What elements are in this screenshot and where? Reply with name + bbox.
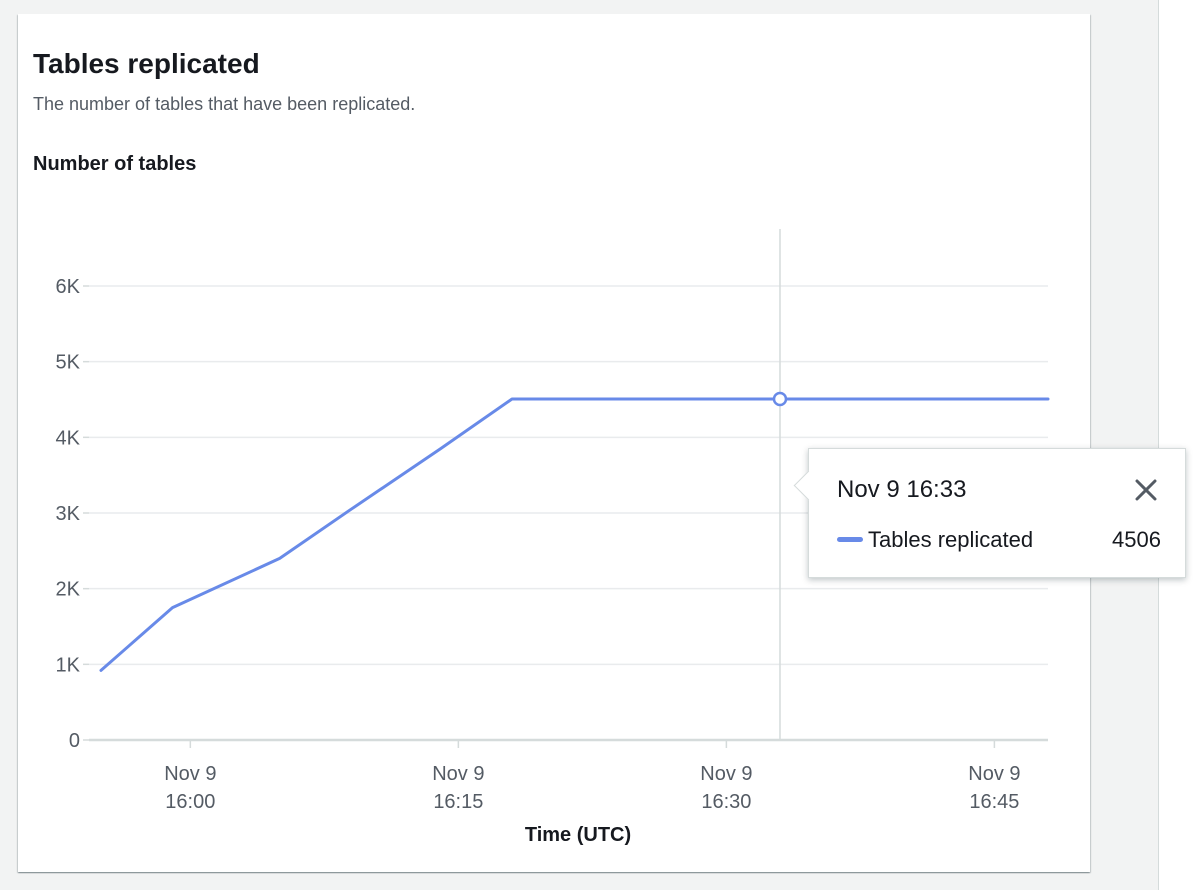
tooltip-title: Nov 9 16:33 xyxy=(837,476,967,503)
y-tick-label: 5K xyxy=(56,352,81,374)
y-tick-label: 6K xyxy=(56,276,81,298)
x-tick-label: Nov 9 xyxy=(164,763,216,785)
metric-card xyxy=(18,14,1090,872)
series-swatch xyxy=(837,537,863,542)
side-panel xyxy=(1158,0,1200,890)
y-tick-label: 2K xyxy=(56,579,81,601)
y-tick-label: 0 xyxy=(69,730,80,752)
x-tick-label: 16:45 xyxy=(969,791,1019,813)
card-title: Tables replicated xyxy=(33,48,260,79)
data-point-tooltip: Nov 9 16:33 Tables replicated 4506 xyxy=(793,448,1186,578)
series-layer xyxy=(99,391,1050,672)
y-tick-label: 4K xyxy=(56,427,81,449)
x-tick-label: Nov 9 xyxy=(968,763,1020,785)
tooltip-series-row: Tables replicated 4506 xyxy=(837,525,1161,555)
x-tick-label: 16:15 xyxy=(433,791,483,813)
x-axis-title: Time (UTC) xyxy=(525,824,631,846)
y-tick-label: 3K xyxy=(56,503,81,525)
x-tick-label: Nov 9 xyxy=(700,763,752,785)
close-icon[interactable] xyxy=(1129,473,1163,507)
tooltip-value: 4506 xyxy=(1112,527,1161,552)
card-description: The number of tables that have been repl… xyxy=(33,94,416,114)
series-line xyxy=(99,397,1050,672)
y-tick-label: 1K xyxy=(56,654,81,676)
highlight-point xyxy=(772,391,788,407)
x-tick-label: Nov 9 xyxy=(432,763,484,785)
y-axis-ticks: 0 1K 2K 3K 4K 5K 6K xyxy=(56,276,89,752)
grid-lines xyxy=(89,229,1048,742)
x-axis-ticks: Nov 9 16:00 Nov 9 16:15 Nov 9 16:30 Nov 9 16:45 xyxy=(164,740,1021,813)
x-tick-label: 16:30 xyxy=(701,791,751,813)
tooltip-series-name: Tables replicated xyxy=(868,527,1034,552)
x-tick-label: 16:00 xyxy=(165,791,215,813)
y-axis-title: Number of tables xyxy=(33,153,197,175)
